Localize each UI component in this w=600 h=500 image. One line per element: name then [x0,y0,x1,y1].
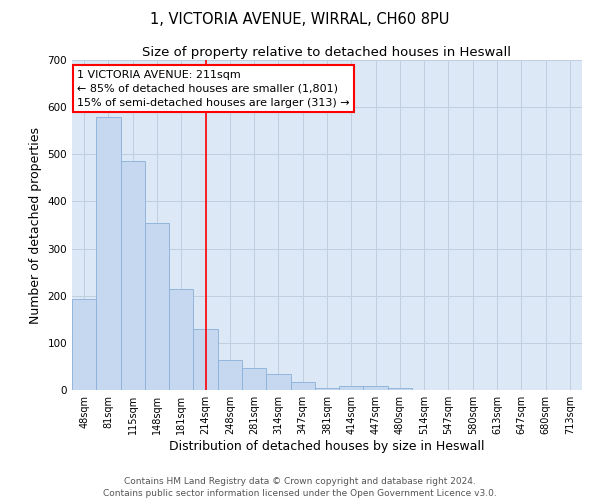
Bar [193,328,218,390]
Title: Size of property relative to detached houses in Heswall: Size of property relative to detached ho… [143,46,511,59]
Text: Contains HM Land Registry data © Crown copyright and database right 2024.
Contai: Contains HM Land Registry data © Crown c… [103,476,497,498]
Bar [290,382,315,390]
Bar [364,386,388,390]
Bar [315,388,339,390]
Text: 1, VICTORIA AVENUE, WIRRAL, CH60 8PU: 1, VICTORIA AVENUE, WIRRAL, CH60 8PU [151,12,449,28]
Bar [266,374,290,390]
Bar [96,116,121,390]
Bar [339,386,364,390]
Bar [145,222,169,390]
Bar [242,368,266,390]
Bar [388,388,412,390]
Text: 1 VICTORIA AVENUE: 211sqm
← 85% of detached houses are smaller (1,801)
15% of se: 1 VICTORIA AVENUE: 211sqm ← 85% of detac… [77,70,350,108]
Y-axis label: Number of detached properties: Number of detached properties [29,126,42,324]
Bar [169,288,193,390]
Bar [218,360,242,390]
X-axis label: Distribution of detached houses by size in Heswall: Distribution of detached houses by size … [169,440,485,453]
Bar [72,299,96,390]
Bar [121,162,145,390]
